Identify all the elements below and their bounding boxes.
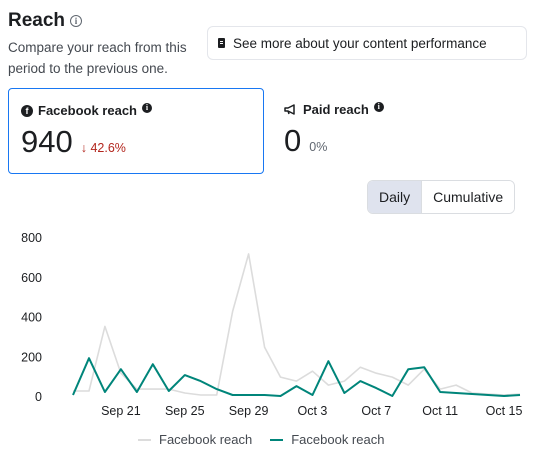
x-tick-label: Oct 11 — [422, 404, 458, 418]
x-tick-label: Sep 29 — [229, 404, 269, 418]
legend-swatch-previous — [138, 438, 151, 441]
facebook-icon: f — [21, 104, 33, 117]
x-tick-label: Oct 7 — [361, 404, 391, 418]
info-icon[interactable]: i — [373, 102, 384, 112]
document-icon — [218, 38, 225, 48]
header: Reach i — [8, 10, 83, 32]
paid-reach-delta: 0% — [309, 140, 328, 154]
series-line-previous — [73, 253, 521, 396]
legend-item-previous[interactable]: Facebook reach — [138, 432, 252, 447]
y-tick-label: 400 — [21, 311, 42, 325]
facebook-reach-delta: ↓ 42.6% — [80, 141, 126, 155]
megaphone-icon — [284, 104, 298, 115]
legend-item-current[interactable]: Facebook reach — [270, 432, 384, 447]
paid-reach-value: 0 — [284, 123, 302, 158]
daily-toggle-button[interactable]: Daily — [368, 181, 422, 213]
cumulative-toggle-button[interactable]: Cumulative — [421, 181, 515, 213]
y-tick-label: 800 — [21, 231, 42, 245]
facebook-reach-card[interactable]: f Facebook reach i 940 ↓ 42.6% — [8, 88, 264, 174]
x-tick-label: Sep 25 — [165, 404, 205, 418]
info-icon[interactable]: i — [142, 103, 152, 113]
legend-label-previous: Facebook reach — [159, 432, 253, 447]
legend-label-current: Facebook reach — [291, 432, 385, 447]
info-icon[interactable]: i — [70, 15, 83, 27]
legend-swatch-current — [270, 438, 284, 441]
y-tick-label: 600 — [21, 271, 42, 285]
y-tick-label: 200 — [21, 350, 42, 364]
x-tick-label: Oct 15 — [486, 404, 523, 418]
view-toggle: Daily Cumulative — [367, 180, 516, 214]
content-performance-label: See more about your content performance — [233, 35, 487, 51]
reach-line-chart: 0 200 400 600 800 Sep 21 Sep 25 Sep 29 Oct 3 Oct … — [21, 231, 523, 418]
x-tick-label: Sep 21 — [101, 404, 141, 418]
paid-reach-card[interactable]: Paid reach i 0 0% — [272, 88, 522, 174]
y-tick-label: 0 — [35, 390, 42, 404]
facebook-reach-label: Facebook reach — [38, 103, 137, 118]
facebook-reach-value: 940 — [21, 124, 73, 159]
x-tick-label: Oct 3 — [298, 404, 328, 418]
paid-reach-label: Paid reach — [303, 102, 369, 117]
page-subtitle: Compare your reach from this period to t… — [8, 40, 187, 76]
content-performance-button[interactable]: See more about your content performance — [207, 26, 527, 60]
series-line-current — [72, 357, 521, 397]
chart-legend: Facebook reach Facebook reach — [138, 432, 384, 447]
page-title: Reach — [8, 10, 66, 31]
